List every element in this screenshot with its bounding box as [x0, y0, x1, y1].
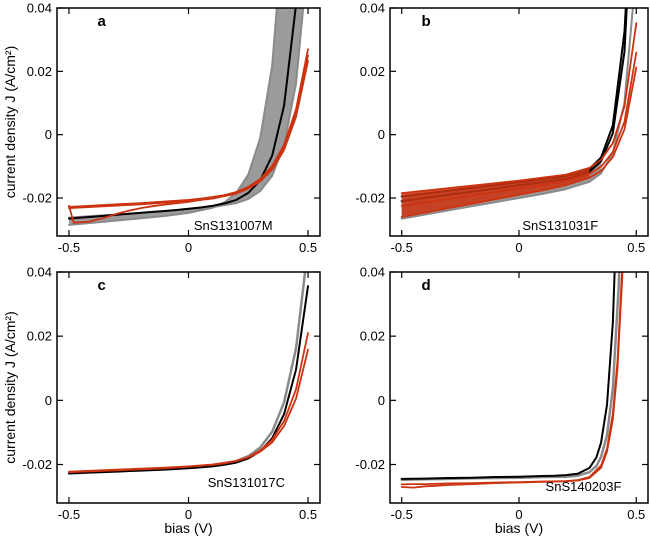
- chart-svg-d: -0.5 0 0.5 -0.02 0 0.02 0.04 d SnS140203F: [355, 265, 649, 522]
- chart-svg-c: -0.5 0 0.5 -0.02 0 0.02 0.04 c SnS131017C: [22, 265, 321, 522]
- series-black-scan: [68, 285, 309, 475]
- y-tick-label: -0.02: [355, 457, 385, 472]
- sample-label: SnS131031F: [522, 218, 598, 233]
- y-tick-label: -0.02: [355, 191, 385, 206]
- series-red-scan-2: [400, 272, 624, 489]
- y-tick-label: 0: [378, 127, 385, 142]
- chart-svg-a: -0.5 0 0.5 -0.02 0 0.02 0.04 a SnS131007M: [22, 1, 321, 255]
- plot-background: [57, 272, 320, 503]
- curves-group: [68, 8, 309, 226]
- x-tick-label: -0.5: [391, 507, 413, 522]
- panel-b-chart: -0.5 0 0.5 -0.02 0 0.02 0.04 b SnS131031F: [352, 0, 650, 258]
- x-axis-label-left: bias (V): [164, 520, 213, 536]
- x-tick-label: -0.5: [391, 240, 413, 255]
- x-axis-label-right: bias (V): [494, 520, 544, 536]
- y-tick-label: 0.04: [27, 265, 52, 280]
- y-tick-label: 0.02: [27, 64, 52, 79]
- y-tick-label: 0.02: [360, 64, 385, 79]
- x-tick-label: 0: [515, 240, 522, 255]
- y-tick-label: -0.02: [22, 191, 52, 206]
- panel-a-chart: -0.5 0 0.5 -0.02 0 0.02 0.04 a SnS131007M: [19, 0, 325, 258]
- series-red-scan-loop: [68, 54, 309, 224]
- y-tick-label: -0.02: [22, 457, 52, 472]
- y-tick-label: 0.04: [360, 1, 385, 16]
- x-tick-label: 0.5: [299, 507, 317, 522]
- chart-svg-b: -0.5 0 0.5 -0.02 0 0.02 0.04 b SnS131031F: [355, 1, 649, 255]
- y-tick-label: 0.02: [27, 329, 52, 344]
- panel-letter: d: [422, 277, 431, 294]
- y-tick-label: 0: [45, 393, 52, 408]
- y-tick-label: 0.04: [27, 1, 52, 16]
- x-tick-label: 0: [185, 507, 192, 522]
- panel-d-chart: -0.5 0 0.5 -0.02 0 0.02 0.04 d SnS140203F: [352, 264, 650, 522]
- sample-label: SnS131007M: [194, 218, 273, 233]
- x-tick-label: 0.5: [627, 507, 645, 522]
- y-axis-label-bottom: current density J (A/cm²): [2, 311, 18, 464]
- x-tick-label: 0.5: [299, 240, 317, 255]
- sample-label: SnS131017C: [208, 475, 285, 490]
- y-axis-label-top: current density J (A/cm²): [2, 45, 18, 199]
- x-tick-label: -0.5: [58, 240, 80, 255]
- y-tick-label: 0: [45, 127, 52, 142]
- series-black-scan: [400, 272, 616, 480]
- series-red-scan-2: [68, 348, 309, 473]
- series-red-scan-3: [400, 66, 638, 218]
- x-tick-label: 0: [185, 240, 192, 255]
- panel-c-chart: -0.5 0 0.5 -0.02 0 0.02 0.04 c SnS131017C: [19, 264, 325, 522]
- x-tick-label: -0.5: [58, 507, 80, 522]
- y-tick-label: 0.04: [360, 265, 385, 280]
- series-red-scan-2: [400, 51, 638, 207]
- sample-label: SnS140203F: [546, 479, 622, 494]
- x-tick-label: 0.5: [627, 240, 645, 255]
- plot-background: [390, 272, 648, 503]
- curves-group: [400, 272, 624, 489]
- panel-letter: a: [98, 13, 107, 30]
- curves-group: [400, 8, 638, 220]
- y-tick-label: 0: [378, 393, 385, 408]
- series-gray-band: [69, 8, 304, 225]
- x-tick-label: 0: [515, 507, 522, 522]
- panel-letter: c: [98, 277, 106, 294]
- series-red-scan-1: [400, 22, 638, 195]
- curves-group: [67, 272, 309, 475]
- panel-letter: b: [422, 13, 431, 30]
- y-tick-label: 0.02: [360, 329, 385, 344]
